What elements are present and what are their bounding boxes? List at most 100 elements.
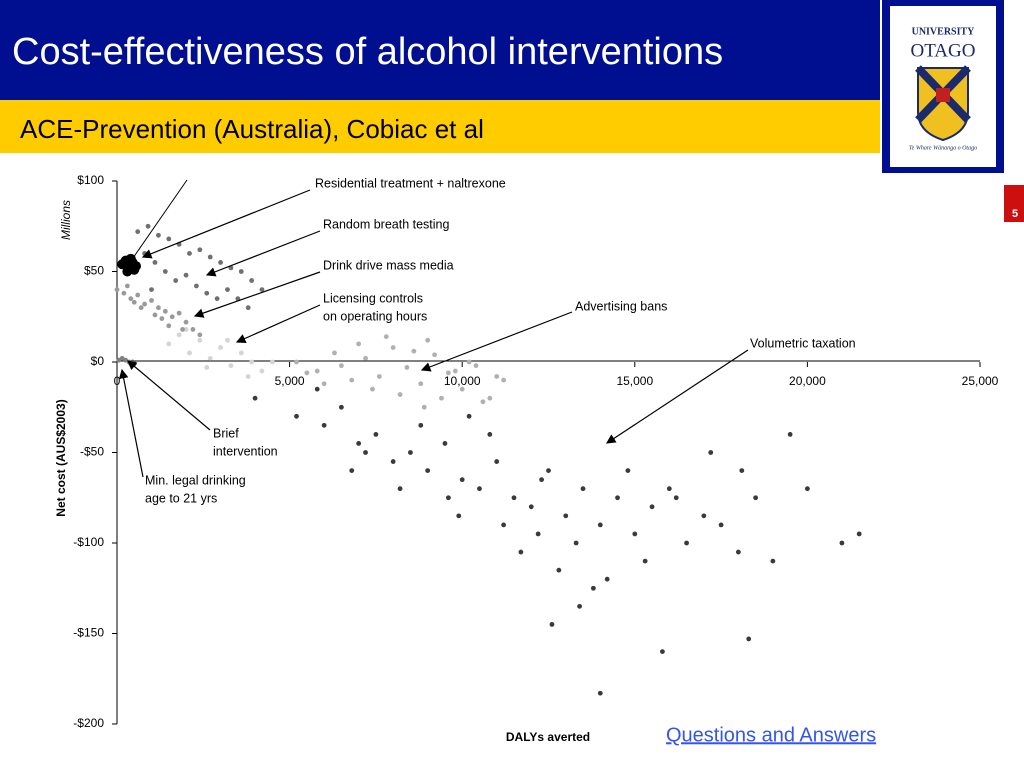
point bbox=[183, 319, 189, 325]
point bbox=[390, 345, 396, 350]
point bbox=[518, 549, 524, 555]
logo-line1: UNIVERSITY bbox=[912, 26, 976, 37]
point bbox=[314, 386, 320, 392]
pointer-line bbox=[132, 179, 188, 259]
point bbox=[418, 422, 424, 428]
point bbox=[135, 292, 141, 298]
annotation: Brief bbox=[213, 426, 239, 440]
point bbox=[597, 522, 603, 528]
point bbox=[204, 290, 210, 296]
point bbox=[218, 260, 223, 265]
y-tick-label: -$150 bbox=[73, 626, 104, 640]
point bbox=[418, 381, 424, 387]
point bbox=[207, 254, 213, 260]
point bbox=[708, 450, 714, 455]
point bbox=[173, 278, 179, 283]
annotation-arrow bbox=[235, 304, 321, 343]
y-tick-label: $50 bbox=[84, 264, 104, 278]
y-tick-label: $0 bbox=[91, 354, 105, 368]
logo-line2: OTAGO bbox=[911, 40, 976, 61]
point bbox=[321, 422, 327, 428]
point bbox=[546, 468, 551, 473]
annotation: Drink drive mass media bbox=[323, 258, 454, 272]
point bbox=[238, 269, 244, 274]
y-axis-label: Net cost (AUS$2003) bbox=[54, 399, 68, 516]
point bbox=[684, 540, 689, 546]
annotation-arrow bbox=[205, 230, 321, 277]
annotation: Licensing controls bbox=[323, 291, 423, 305]
point bbox=[204, 365, 210, 370]
x-tick-label: 15,000 bbox=[616, 374, 653, 388]
point bbox=[166, 341, 172, 347]
point bbox=[349, 468, 355, 473]
point bbox=[252, 395, 258, 401]
annotation-arrow bbox=[141, 189, 311, 259]
point bbox=[129, 264, 140, 275]
point bbox=[142, 301, 148, 307]
point bbox=[332, 350, 337, 356]
annotation: Advertising bans bbox=[575, 299, 667, 313]
point bbox=[356, 441, 362, 446]
point bbox=[245, 374, 251, 379]
point bbox=[183, 327, 189, 332]
annotation: intervention bbox=[213, 444, 278, 458]
point bbox=[149, 287, 154, 292]
point bbox=[839, 540, 845, 546]
point bbox=[259, 287, 265, 292]
x-tick-label: 0 bbox=[114, 374, 121, 388]
point bbox=[183, 272, 189, 278]
questions-link[interactable]: Questions and Answers bbox=[666, 724, 876, 746]
point bbox=[442, 441, 448, 446]
point bbox=[556, 567, 562, 573]
point bbox=[314, 368, 320, 374]
point bbox=[269, 359, 275, 365]
point bbox=[473, 363, 479, 369]
annotation-arrow bbox=[127, 360, 211, 431]
point bbox=[197, 337, 203, 343]
point bbox=[590, 585, 596, 591]
point bbox=[535, 531, 541, 537]
point bbox=[363, 450, 368, 455]
point bbox=[214, 296, 220, 302]
point bbox=[138, 305, 144, 311]
annotation-arrow bbox=[420, 311, 573, 372]
point bbox=[511, 495, 517, 501]
annotation: Volumetric taxation bbox=[750, 336, 856, 350]
point bbox=[304, 370, 310, 376]
point bbox=[156, 232, 161, 238]
point bbox=[390, 459, 396, 464]
point bbox=[218, 345, 223, 350]
point bbox=[149, 298, 154, 303]
page-tab bbox=[1004, 185, 1024, 222]
point bbox=[597, 690, 603, 696]
point bbox=[439, 395, 444, 401]
point bbox=[452, 368, 458, 374]
point bbox=[228, 363, 234, 369]
point bbox=[753, 495, 759, 501]
x-tick-label: 10,000 bbox=[444, 374, 481, 388]
annotation-arrow bbox=[118, 368, 144, 478]
series bbox=[135, 223, 265, 311]
point bbox=[131, 299, 137, 305]
point bbox=[563, 513, 569, 519]
point bbox=[187, 350, 192, 356]
point bbox=[487, 395, 493, 401]
point bbox=[376, 374, 382, 379]
point bbox=[787, 432, 793, 437]
point bbox=[421, 404, 427, 410]
point bbox=[528, 504, 534, 510]
point bbox=[238, 350, 244, 356]
point bbox=[445, 370, 451, 376]
point bbox=[245, 305, 251, 311]
series bbox=[114, 283, 203, 338]
point bbox=[666, 486, 672, 492]
point bbox=[573, 540, 579, 546]
point bbox=[577, 603, 582, 609]
point bbox=[225, 337, 230, 343]
y-unit-label: Millions bbox=[59, 200, 73, 240]
point bbox=[660, 649, 665, 654]
point bbox=[459, 386, 465, 392]
point bbox=[152, 312, 158, 318]
x-axis-label: DALYs averted bbox=[506, 730, 590, 744]
logo-motto: Te Whare Wānanga o Otago bbox=[909, 145, 977, 151]
